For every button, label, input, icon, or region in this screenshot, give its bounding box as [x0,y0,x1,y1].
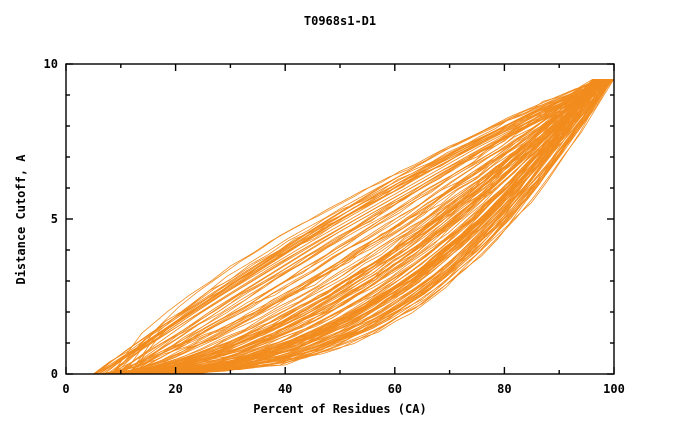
data-curve [121,79,614,375]
data-curve [123,79,614,375]
data-curve [108,79,614,375]
data-curve [125,79,614,375]
data-curve [96,79,614,375]
data-curve [109,79,614,375]
data-curve [114,79,614,375]
data-curve [129,79,614,375]
y-tick-label: 5 [50,212,58,226]
data-curve [109,79,614,375]
y-tick-label: 0 [50,367,58,381]
x-tick-label: 80 [497,382,512,396]
data-curve [105,79,614,375]
x-tick-label: 0 [62,382,70,396]
data-curve [103,79,614,375]
data-curves-group [93,79,615,375]
data-curve [115,79,614,375]
data-curve [126,79,614,375]
x-tick-label: 20 [168,382,183,396]
data-curve [130,79,614,375]
x-axis-label: Percent of Residues (CA) [253,402,427,416]
data-curve [101,79,614,375]
data-curve [126,79,614,375]
data-curve [101,79,614,375]
x-tick-label: 100 [603,382,625,396]
data-curve [111,79,614,375]
data-curve [112,79,614,375]
data-curve [114,79,614,375]
axis-frame-group [65,63,615,375]
y-tick-label: 10 [43,57,58,71]
data-curve [130,79,614,375]
data-curve [130,79,614,375]
page-title: T0968s1-D1 [303,14,377,28]
x-tick-label: 40 [277,382,293,396]
data-curve [111,79,614,375]
x-tick-label: 60 [387,382,403,396]
data-curve [95,79,614,375]
